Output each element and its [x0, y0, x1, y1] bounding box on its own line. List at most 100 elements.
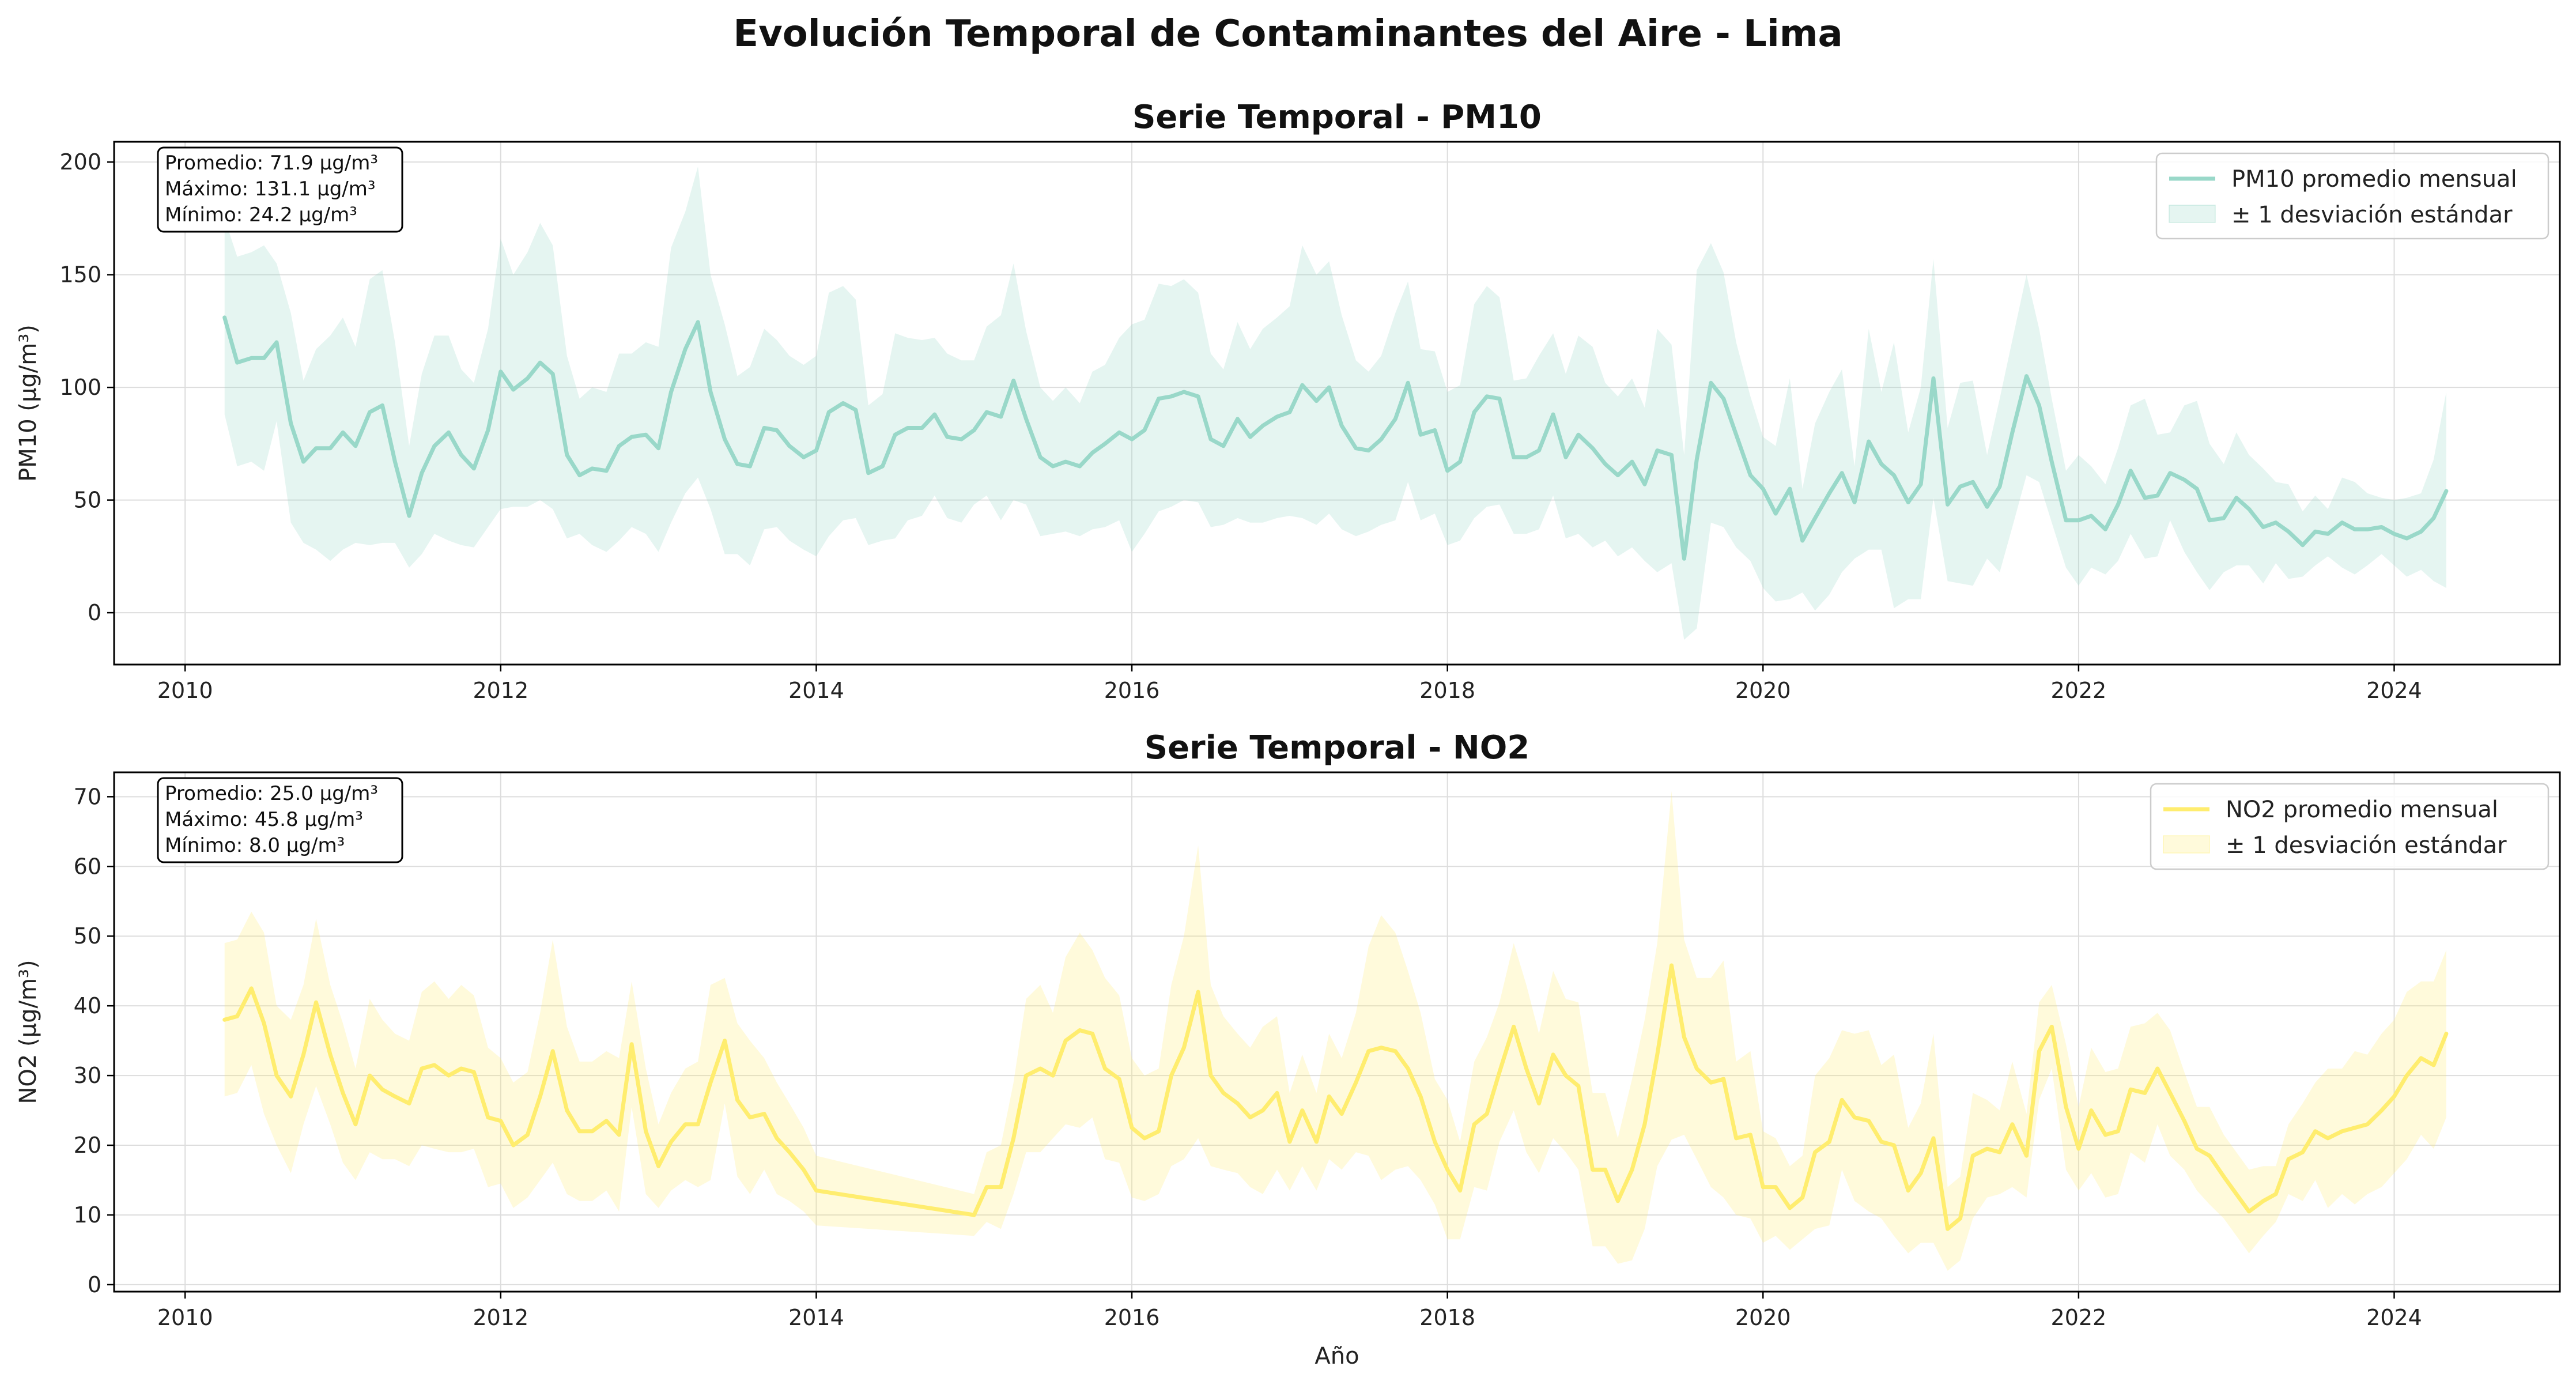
data-point [1524, 1066, 1529, 1071]
data-point [656, 446, 661, 451]
data-point [1997, 1150, 2002, 1154]
data-point [723, 1039, 727, 1043]
data-point [644, 1129, 648, 1134]
data-point [723, 437, 727, 441]
data-point [1879, 1139, 1884, 1144]
data-point [1406, 380, 1410, 385]
data-point [1339, 424, 1344, 428]
stats-box: Promedio: 25.0 μg/m³ Máximo: 45.8 μg/m³ Mí… [157, 777, 403, 863]
data-point [696, 1122, 700, 1127]
figure-title: Evolución Temporal de Contaminantes del … [733, 13, 1842, 55]
legend-label: ± 1 desviación estándar [2226, 832, 2507, 859]
data-point [1773, 1185, 1778, 1190]
data-point [1236, 1101, 1240, 1106]
data-point [525, 376, 530, 381]
data-point [656, 1164, 661, 1168]
data-point [1379, 1046, 1384, 1050]
data-point [459, 1066, 463, 1071]
data-point [2024, 1153, 2029, 1158]
data-point [498, 1119, 503, 1123]
data-point [2207, 1153, 2212, 1158]
legend: NO2 promedio mensual ± 1 desviación están… [2150, 783, 2549, 870]
data-point [866, 471, 871, 475]
data-point [1117, 430, 1121, 435]
data-point [1142, 428, 1147, 432]
data-point [314, 446, 319, 451]
data-point [1433, 428, 1437, 432]
data-point [920, 426, 924, 431]
data-point [2049, 459, 2054, 464]
plot-area [114, 142, 2560, 665]
data-point [735, 462, 740, 466]
data-point [1011, 1136, 1016, 1141]
data-point [420, 471, 424, 475]
data-point [1630, 1167, 1634, 1172]
y-axis-label: PM10 (μg/m³) [15, 324, 41, 482]
data-point [235, 360, 240, 365]
data-point [2128, 469, 2133, 473]
data-point [2222, 516, 2226, 520]
data-point [972, 1213, 976, 1217]
data-point [1366, 448, 1371, 453]
data-point [932, 412, 937, 417]
data-point [2392, 1094, 2397, 1099]
data-point [459, 452, 463, 457]
y-tick-label: 20 [74, 1133, 101, 1158]
data-point [1813, 516, 1818, 520]
data-point [1761, 1185, 1765, 1190]
data-point [1485, 394, 1489, 399]
data-point [2365, 527, 2370, 531]
x-tick-label: 2022 [2051, 1305, 2107, 1330]
mean-line [222, 315, 2449, 561]
data-point [2089, 1108, 2094, 1113]
stats-line: Máximo: 131.1 μg/m³ [165, 178, 375, 201]
data-point [1721, 397, 1726, 401]
y-tick-label: 70 [74, 784, 101, 809]
legend: PM10 promedio mensual ± 1 desviación está… [2155, 152, 2549, 240]
data-point [1078, 1028, 1082, 1033]
data-point [1038, 1066, 1043, 1071]
data-point [353, 1122, 358, 1127]
data-point [708, 390, 713, 394]
data-point [1946, 1227, 1950, 1231]
data-point [2286, 529, 2291, 534]
data-point [471, 466, 476, 471]
legend-label: NO2 promedio mensual [2226, 797, 2498, 823]
data-point [2143, 1090, 2147, 1095]
data-point [747, 464, 752, 469]
data-point [1024, 1073, 1029, 1078]
data-point [2194, 486, 2199, 491]
y-tick-label: 150 [59, 262, 101, 288]
data-point [1379, 437, 1384, 441]
stats-line: Mínimo: 24.2 μg/m³ [165, 203, 357, 227]
data-point [1406, 1066, 1410, 1071]
y-tick-label: 60 [74, 854, 101, 879]
data-point [328, 446, 333, 451]
y-tick-label: 10 [74, 1202, 101, 1228]
data-point [380, 403, 385, 407]
data-point [1694, 457, 1699, 462]
data-point [1709, 1080, 1713, 1085]
data-point [669, 390, 674, 394]
data-point [747, 1115, 752, 1120]
data-point [1090, 451, 1095, 455]
data-point [2431, 516, 2436, 520]
stats-box-frame [157, 777, 403, 863]
data-point [1879, 462, 1884, 466]
data-point [1472, 1122, 1476, 1127]
data-point [420, 1066, 424, 1071]
data-point [1761, 486, 1765, 491]
x-tick-label: 2024 [2366, 1305, 2422, 1330]
data-point [432, 1063, 437, 1067]
data-point [762, 426, 766, 431]
data-point [644, 432, 648, 437]
data-point [1642, 1122, 1647, 1127]
data-point [999, 1185, 1003, 1190]
data-point [407, 514, 411, 518]
data-point [696, 320, 700, 324]
data-point [1748, 473, 1752, 478]
data-point [432, 444, 437, 448]
y-tick-label: 0 [88, 1272, 101, 1297]
data-point [2194, 1146, 2199, 1151]
data-point [2261, 1199, 2265, 1203]
